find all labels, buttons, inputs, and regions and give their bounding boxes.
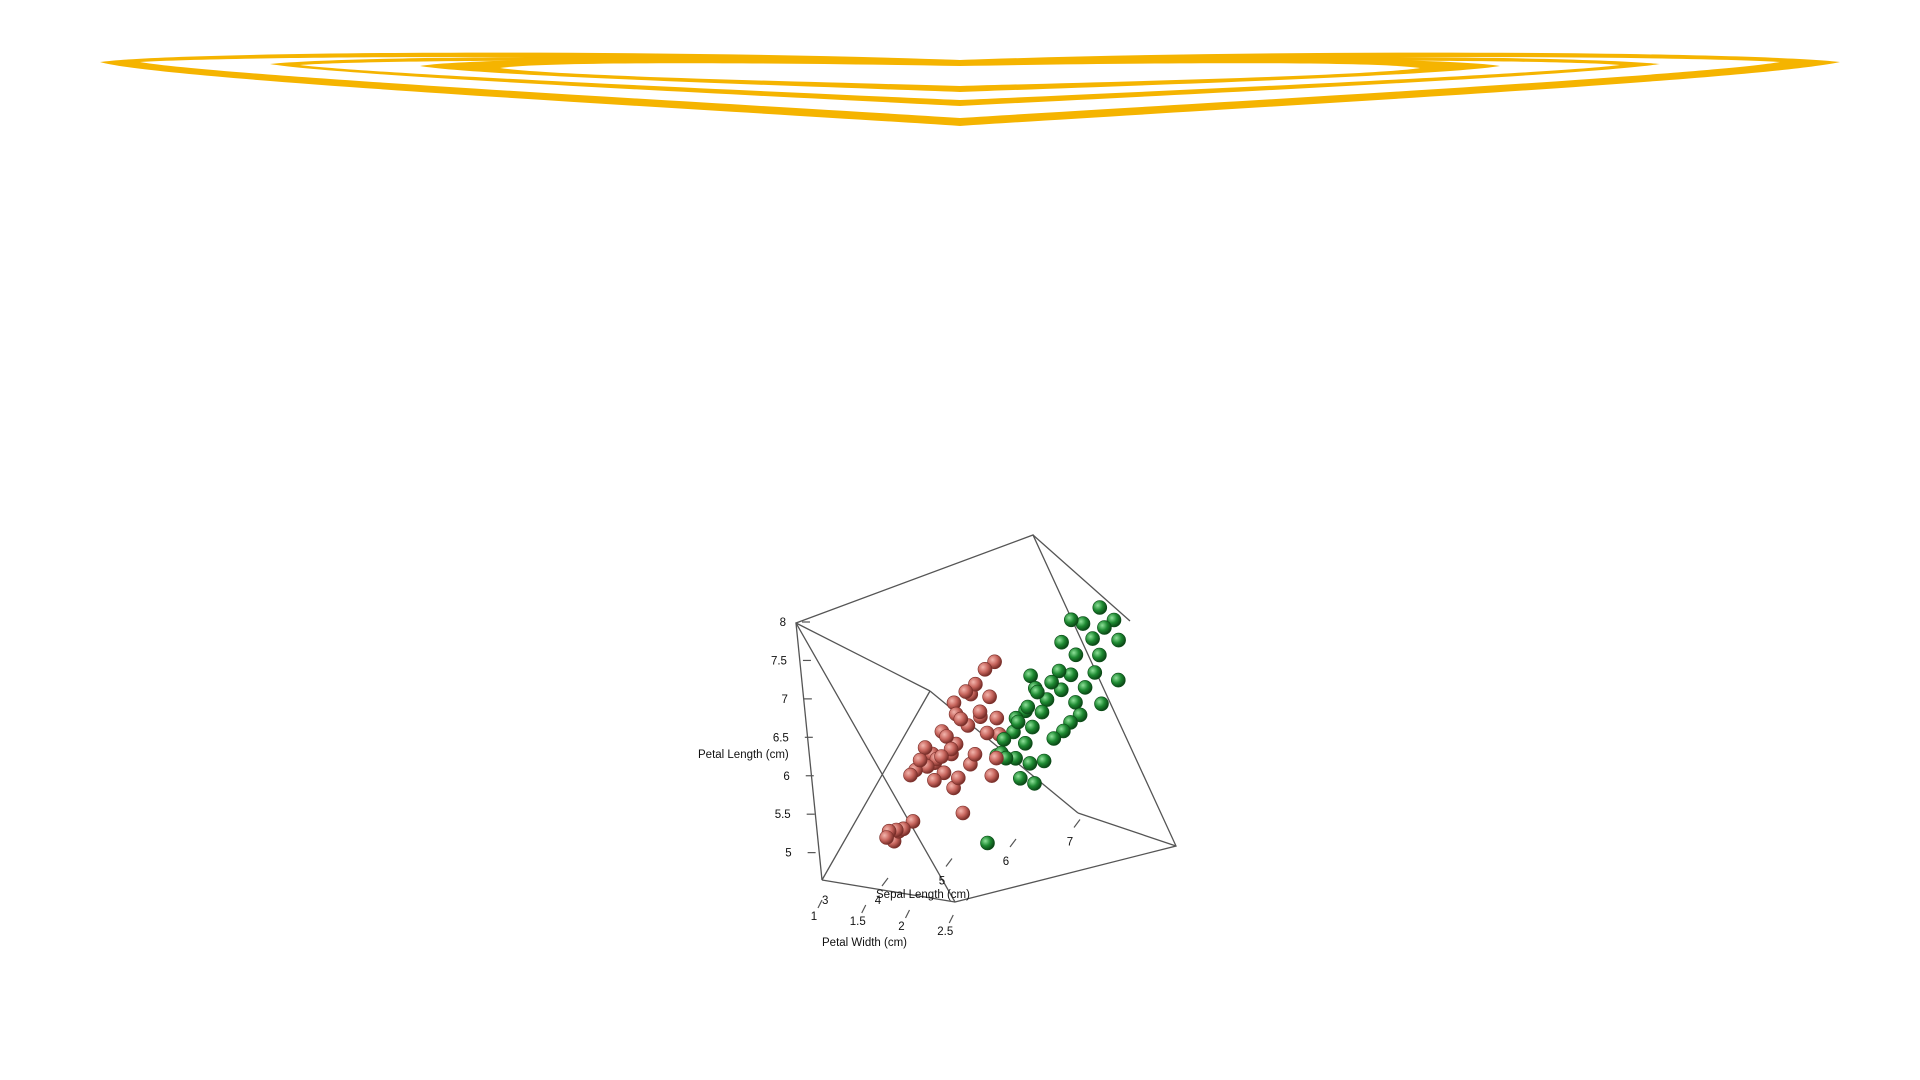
- data-point-green: [1020, 699, 1036, 715]
- x-tick-mark: [1073, 819, 1081, 828]
- axis-labels: Petal Length (cm) Sepal Length (cm) Peta…: [698, 749, 970, 949]
- data-point-red: [989, 710, 1005, 726]
- data-point-green: [1068, 695, 1083, 710]
- z-tick-label: 6.5: [773, 732, 789, 744]
- data-point-green: [1046, 731, 1062, 746]
- z-tick-label: 7: [781, 694, 787, 706]
- z-tick-label: 5.5: [775, 809, 791, 821]
- y-tick-label: 1: [811, 911, 817, 923]
- data-point-red: [934, 749, 949, 764]
- data-point-green: [1068, 647, 1084, 663]
- data-point-red: [903, 767, 918, 783]
- y-tick-label: 2.5: [937, 926, 953, 938]
- box-edge: [795, 622, 823, 881]
- data-point-green: [1012, 770, 1028, 786]
- z-axis-label: Petal Length (cm): [698, 749, 789, 761]
- x-tick-label: 5: [939, 876, 945, 888]
- data-point-green: [1092, 647, 1107, 663]
- data-point-red: [953, 711, 969, 727]
- box-edge: [1077, 812, 1177, 847]
- data-point-red: [984, 768, 1000, 783]
- data-point-green: [1092, 600, 1108, 615]
- box-edge: [795, 622, 931, 692]
- data-point-green: [1054, 634, 1069, 650]
- data-point-green: [1025, 719, 1040, 735]
- data-point-red: [912, 752, 928, 768]
- gold-heart-banner: [100, 52, 1840, 126]
- data-point-green: [1094, 696, 1109, 712]
- data-point-green: [1044, 674, 1059, 690]
- box-edge: [1032, 534, 1131, 622]
- data-point-green: [1010, 714, 1026, 730]
- data-point-green: [1022, 756, 1038, 771]
- z-tick-label: 7.5: [771, 655, 787, 667]
- data-point-green: [1027, 776, 1042, 791]
- box-edge: [821, 690, 931, 881]
- data-point-green: [1030, 684, 1045, 700]
- data-point-red: [989, 750, 1004, 766]
- data-point-red: [977, 661, 993, 677]
- x-tick-label: 6: [1003, 856, 1009, 868]
- axis-ticks: 5 5.5 6 6.5 7 7.5 8 4 5 6 7 1 1.5 2 2.5 3: [771, 617, 1081, 938]
- data-point-green: [1077, 680, 1093, 695]
- data-point-red: [982, 689, 997, 705]
- y-axis-label: Petal Width (cm): [822, 937, 907, 949]
- x-tick-label: 7: [1067, 837, 1073, 849]
- x-tick-mark: [881, 877, 889, 887]
- data-point-green: [1018, 735, 1033, 751]
- data-point-green: [996, 732, 1012, 747]
- data-point-red: [972, 704, 988, 720]
- data-point-green: [1036, 753, 1052, 769]
- data-point-red: [955, 805, 971, 821]
- y-tick-mark: [817, 899, 823, 909]
- data-point-red: [979, 725, 995, 741]
- data-point-green: [1054, 682, 1069, 698]
- data-point-green: [980, 835, 995, 851]
- data-point-green: [1034, 704, 1050, 720]
- data-point-green: [1111, 672, 1126, 688]
- data-point-green: [1111, 632, 1126, 648]
- z-tick-label: 5: [785, 848, 791, 860]
- data-points: [879, 600, 1126, 851]
- data-point-red: [939, 729, 954, 744]
- x-tick-label: 4: [875, 895, 882, 907]
- x-tick-mark: [945, 858, 953, 867]
- data-point-red: [917, 740, 933, 755]
- data-point-green: [1051, 663, 1067, 679]
- x-axis-label: Sepal Length (cm): [876, 889, 970, 901]
- data-point-green: [1097, 620, 1112, 635]
- y-tick-mark: [904, 909, 911, 919]
- data-point-red: [879, 830, 894, 845]
- data-point-green: [1023, 668, 1038, 684]
- y-tick-mark: [948, 914, 954, 924]
- y-tick-label: 2: [898, 921, 904, 933]
- data-point-red: [927, 772, 942, 788]
- box-edge: [821, 879, 956, 903]
- y-tick-mark: [861, 904, 867, 914]
- y-tick-label: 1.5: [850, 916, 866, 928]
- data-point-green: [1085, 631, 1100, 646]
- x-tick-mark: [1009, 838, 1017, 848]
- z-tick-label: 8: [780, 617, 786, 629]
- data-point-green: [1087, 665, 1103, 680]
- extra-tick-label: 3: [822, 895, 828, 907]
- data-point-red: [967, 746, 983, 762]
- data-point-red: [950, 770, 966, 786]
- data-point-red: [958, 684, 974, 699]
- z-tick-label: 6: [783, 771, 789, 783]
- data-point-green: [1064, 612, 1079, 628]
